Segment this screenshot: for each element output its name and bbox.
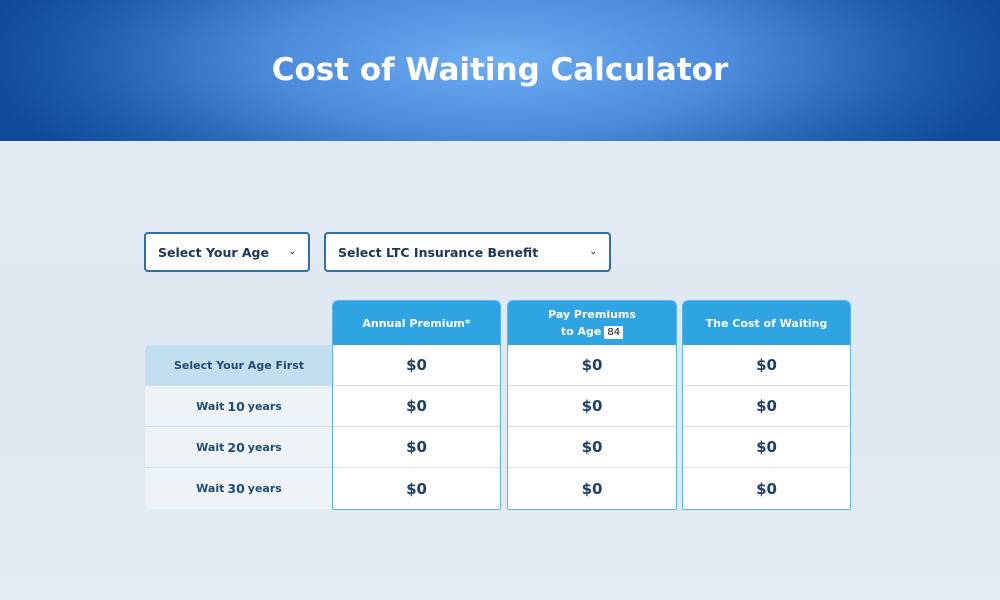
- table-cell: $0: [333, 345, 500, 386]
- table-cell: $0: [683, 427, 850, 468]
- table-cell: $0: [508, 386, 676, 427]
- row-label-text: years: [247, 482, 282, 495]
- pay-to-age-input[interactable]: 84: [604, 326, 624, 339]
- table-cell: $0: [683, 345, 850, 386]
- column-cost-of-waiting: The Cost of Waiting $0 $0 $0 $0: [682, 300, 851, 510]
- table-cell: $0: [406, 479, 427, 498]
- row-label-text: years: [247, 440, 282, 454]
- benefit-select[interactable]: Select LTC Insurance Benefit ⌄: [324, 232, 611, 272]
- column-pay-premiums: Pay Premiums to Age 84 $0 $0 $0 $0: [507, 300, 677, 510]
- row-label-text: Wait: [196, 482, 225, 495]
- chevron-down-icon: ⌄: [589, 247, 597, 257]
- page-title: Cost of Waiting Calculator: [271, 51, 729, 88]
- table-cell: $0: [756, 479, 777, 498]
- column-annual-premium: Annual Premium* $0 $0 $0 $0: [332, 300, 501, 510]
- age-select[interactable]: Select Your Age ⌄: [144, 232, 310, 272]
- row-label-text: Select Your Age First: [173, 358, 304, 372]
- table-cell: $0: [508, 427, 676, 468]
- header-text: Pay Premiums: [548, 308, 636, 321]
- row-label-text: years: [247, 399, 282, 413]
- years-value: 20: [227, 439, 245, 455]
- benefit-select-label: Select LTC Insurance Benefit: [338, 244, 539, 260]
- header-text: to Age: [560, 325, 602, 338]
- row-label-wait-20: Wait 20 years: [145, 427, 333, 468]
- row-label-text: Wait: [196, 399, 225, 413]
- chevron-down-icon: ⌄: [288, 247, 296, 257]
- row-label-text: Wait: [196, 440, 225, 454]
- table-cell: $0: [508, 345, 676, 386]
- table-cell: $0: [333, 386, 500, 427]
- table-cell: $0: [581, 479, 603, 498]
- years-value: 10: [227, 398, 245, 414]
- table-cell: $0: [683, 386, 850, 427]
- table-cell: $0: [333, 427, 500, 468]
- column-header: The Cost of Waiting: [683, 301, 850, 345]
- years-value: 30: [227, 481, 245, 496]
- row-label-select-age-first: Select Your Age First: [145, 345, 333, 386]
- row-label-wait-10: Wait 10 years: [145, 386, 333, 427]
- age-select-label: Select Your Age: [158, 244, 269, 260]
- column-header: Pay Premiums to Age 84: [508, 301, 676, 345]
- column-header: Annual Premium*: [333, 301, 500, 345]
- row-label-wait-30: Wait 30 years: [145, 468, 333, 509]
- banner: Cost of Waiting Calculator: [0, 0, 1000, 141]
